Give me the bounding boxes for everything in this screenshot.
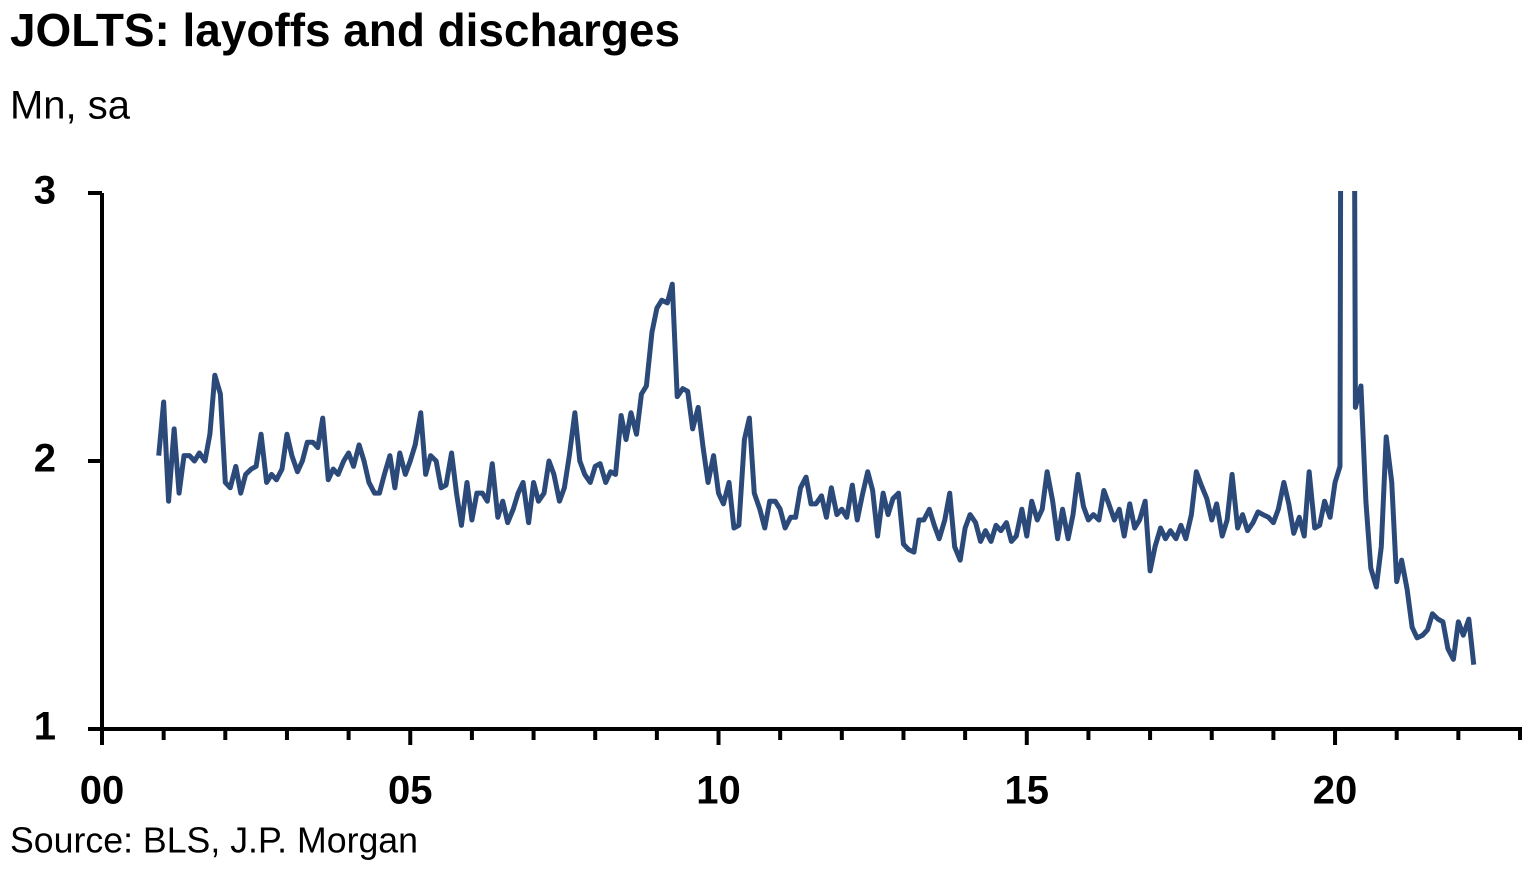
data-line [156, 191, 1477, 665]
source-note: Source: BLS, J.P. Morgan [10, 820, 418, 861]
x-tick-label: 10 [696, 769, 741, 813]
chart-subtitle: Mn, sa [10, 84, 131, 128]
x-tick-label: 20 [1313, 769, 1358, 813]
y-tick-label: 3 [34, 169, 56, 213]
x-tick-label: 05 [388, 769, 433, 813]
y-tick-label: 2 [34, 437, 56, 481]
chart-title: JOLTS: layoffs and discharges [10, 4, 680, 56]
x-tick-label: 15 [1005, 769, 1050, 813]
y-tick-label: 1 [34, 705, 56, 749]
x-tick-label: 00 [80, 769, 125, 813]
